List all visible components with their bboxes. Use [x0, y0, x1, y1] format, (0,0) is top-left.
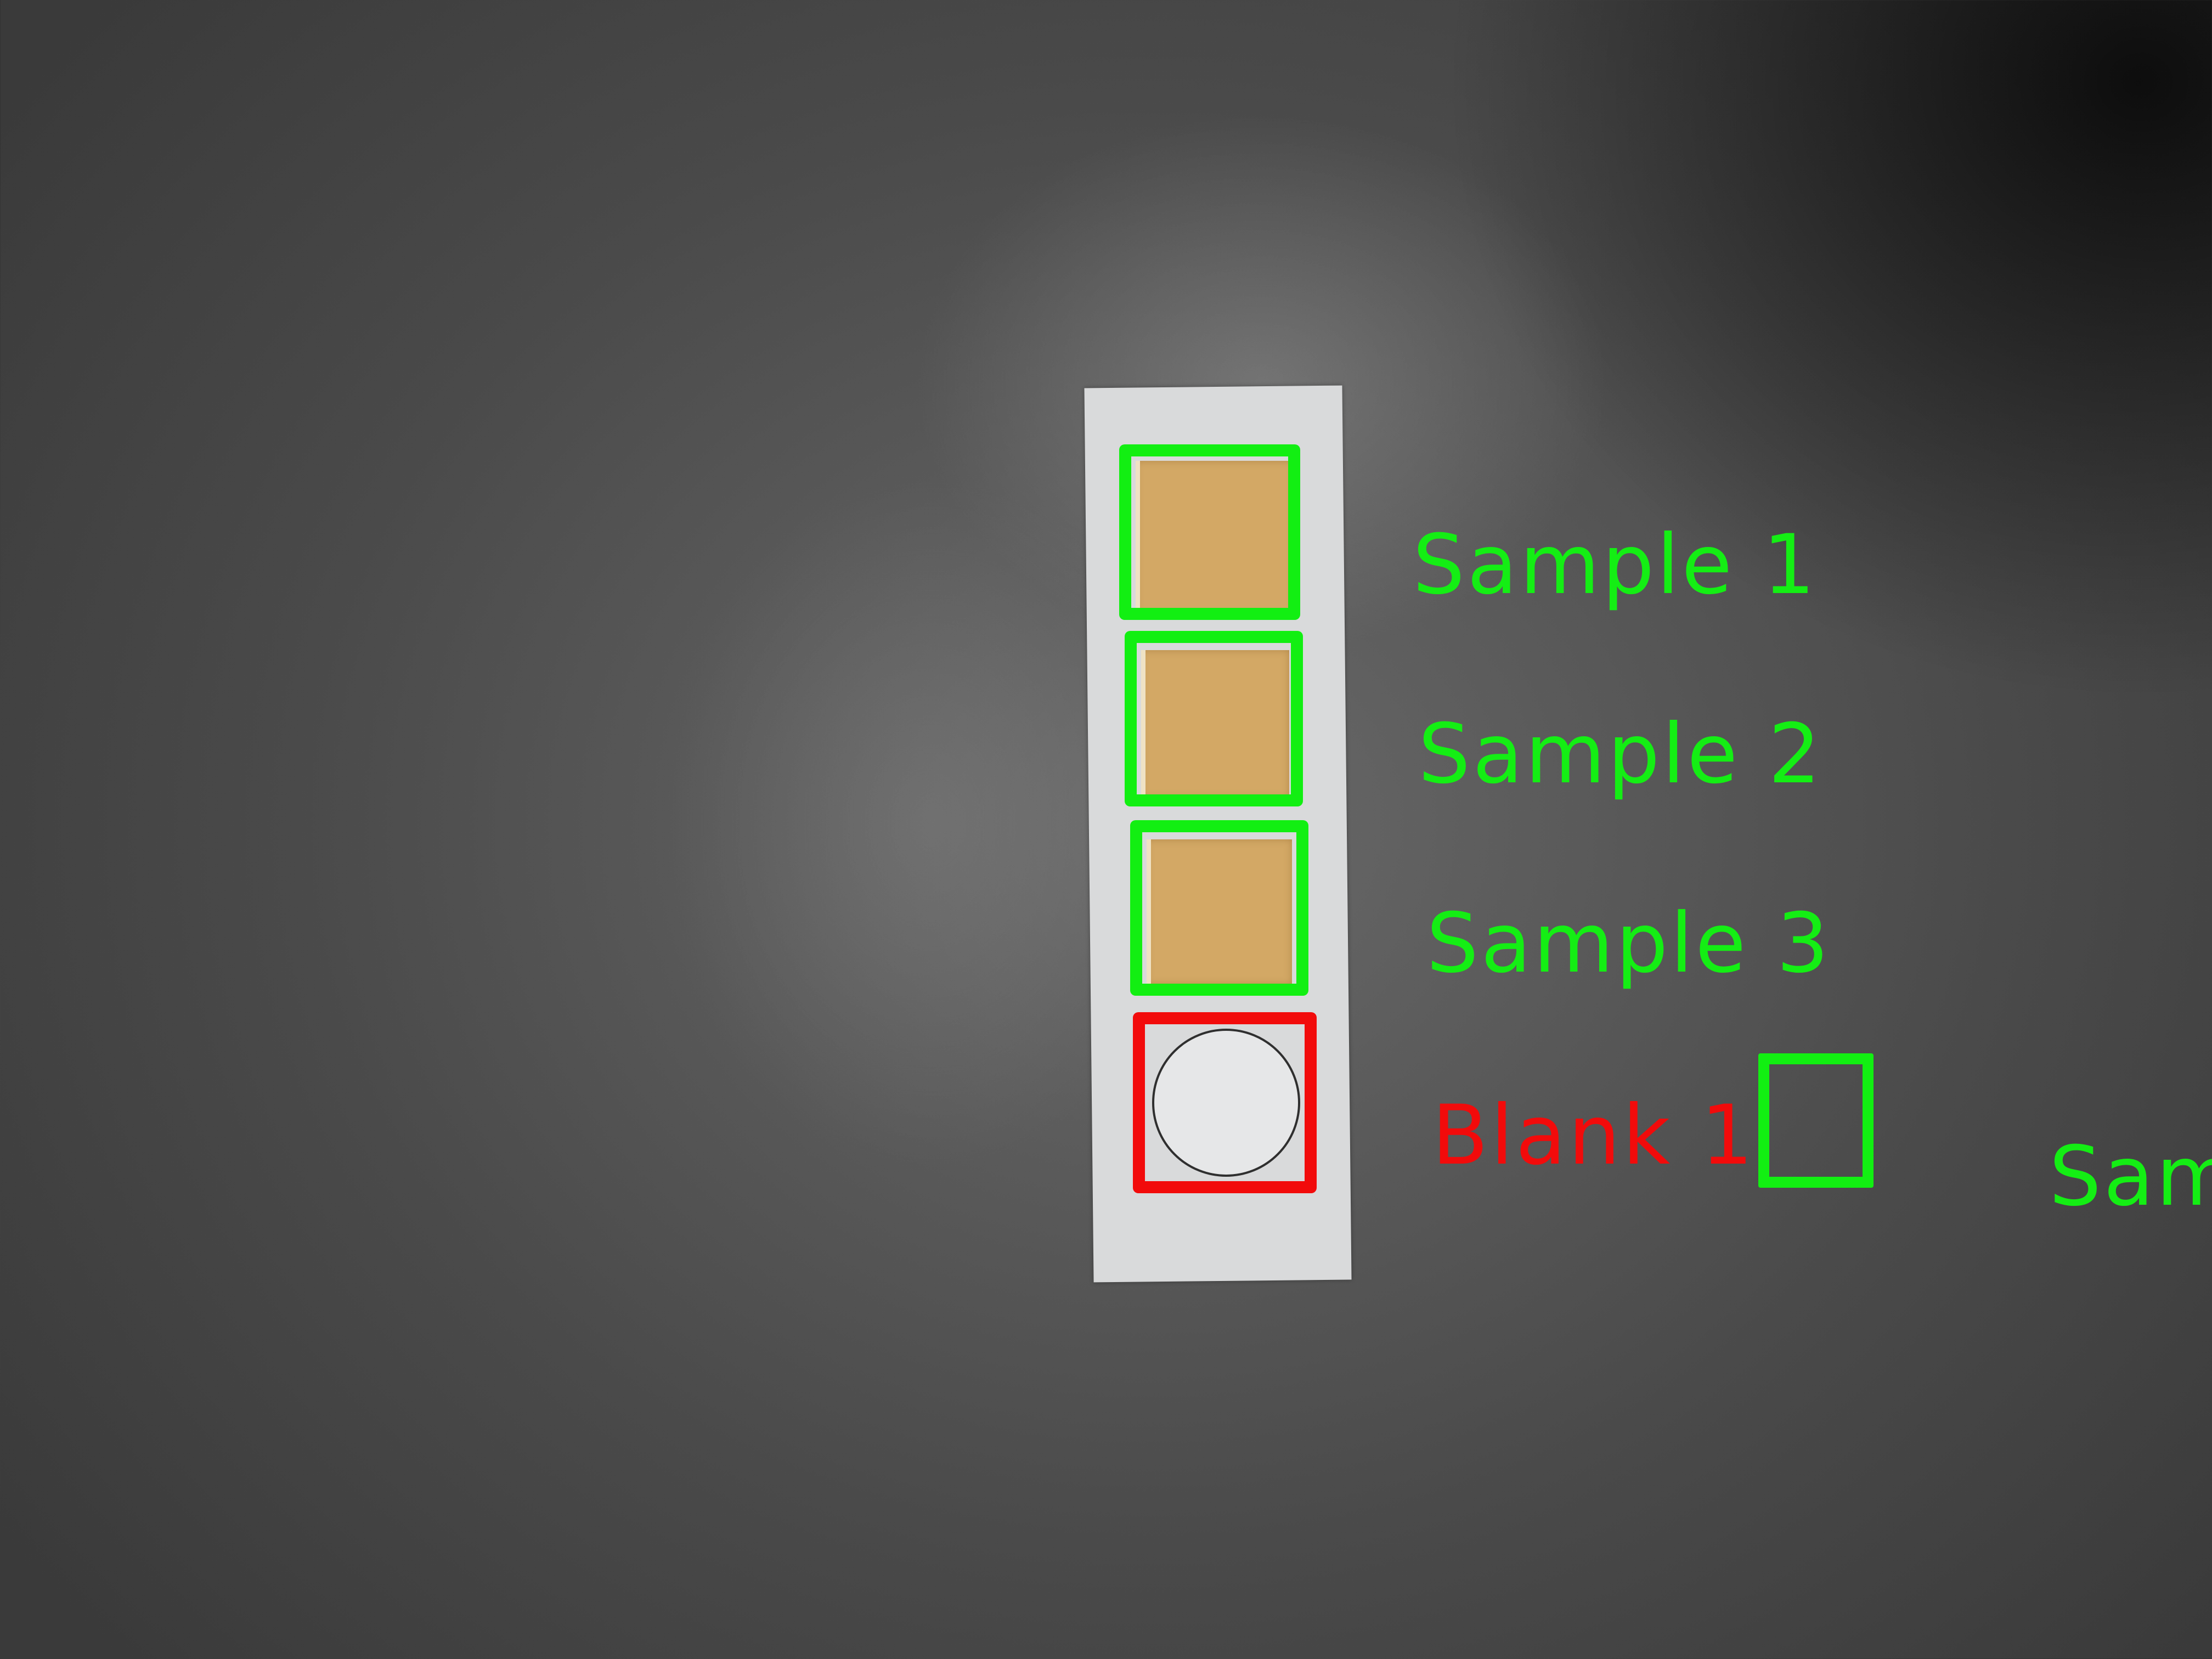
blank-1-label: Blank 1: [1432, 1088, 1756, 1183]
reagent-pad-1: [1136, 461, 1295, 617]
sample-1-label: Sample 1: [1413, 517, 1818, 613]
sample-2-detection-box: [1125, 631, 1303, 806]
sample-3-label: Sample 3: [1426, 896, 1831, 991]
clipped-sample-label: Sam: [2049, 1129, 2212, 1224]
reagent-pad-3: [1147, 839, 1292, 985]
sample-2-label: Sample 2: [1418, 707, 1823, 802]
blank-1-detection-box: [1133, 1012, 1317, 1193]
sample-1-detection-box: [1119, 444, 1300, 620]
extra-detection-box: [1758, 1053, 1874, 1188]
reagent-pad-2: [1141, 650, 1289, 798]
blank-well-disc: [1152, 1029, 1300, 1177]
sample-3-detection-box: [1130, 820, 1308, 996]
